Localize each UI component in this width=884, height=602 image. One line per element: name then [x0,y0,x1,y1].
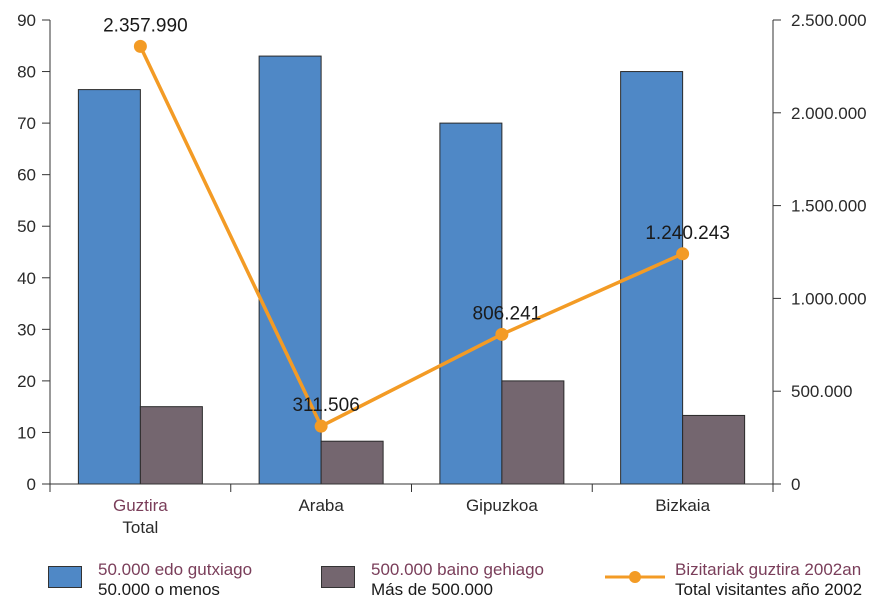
right-tick-label: 2.500.000 [791,11,867,30]
left-tick-label: 10 [17,423,36,442]
bar [139,406,203,485]
bar-series [77,55,746,485]
legend-swatch-grey [321,566,355,588]
x-axis: Guztira Total Araba Gipuzkoa Bizkaia [49,483,774,537]
left-tick-label: 90 [17,11,36,30]
left-tick-label: 30 [17,320,36,339]
bar [77,89,141,485]
right-tick-label: 2.000.000 [791,104,867,123]
x-tick-label: Araba [298,496,344,515]
x-tick-label: Gipuzkoa [466,496,538,515]
data-label: 1.240.243 [645,223,730,244]
right-tick-label: 1.500.000 [791,197,867,216]
data-label: 311.506 [292,395,359,416]
chart: 0 10 20 30 40 50 60 70 80 90 0 500.000 1.000.000 1.5… [17,11,867,537]
left-tick-label: 50 [17,217,36,236]
bar [439,122,503,485]
line-point [676,247,690,261]
bar [501,380,565,485]
x-tick-label: Guztira [113,496,168,515]
bar [258,55,322,485]
legend-label-es: Más de 500.000 [371,580,493,599]
x-tick-label-es: Total [122,518,158,537]
right-tick-label: 500.000 [791,382,852,401]
left-tick-label: 0 [27,475,36,494]
legend-line-marker [605,571,665,583]
series-line [138,45,684,428]
left-tick-label: 60 [17,166,36,185]
line-series: 2.357.990 311.506 806.241 1.240.243 [103,15,730,433]
legend-label-eu: 50.000 edo gutxiago [98,560,253,579]
data-label: 2.357.990 [103,15,188,36]
legend-label-es: 50.000 o menos [98,580,220,599]
x-tick-label: Bizkaia [655,496,710,515]
right-axis: 0 500.000 1.000.000 1.500.000 2.000.000 2.500… [772,11,867,494]
right-tick-label: 1.000.000 [791,289,867,308]
left-tick-label: 80 [17,63,36,82]
legend-swatch-blue [48,566,82,588]
left-tick-label: 40 [17,269,36,288]
bar [320,440,384,485]
line-point [495,327,509,341]
left-tick-label: 70 [17,114,36,133]
bar [682,414,746,485]
legend-label-eu: 500.000 baino gehiago [371,560,544,579]
data-label: 806.241 [473,303,542,324]
left-tick-label: 20 [17,372,36,391]
line-point [133,39,147,53]
right-tick-label: 0 [791,475,800,494]
legend-label-es: Total visitantes año 2002 [675,580,863,599]
left-axis: 0 10 20 30 40 50 60 70 80 90 [17,11,51,494]
line-point [314,419,328,433]
legend-label-eu: Bizitariak guztira 2002an [675,560,862,579]
